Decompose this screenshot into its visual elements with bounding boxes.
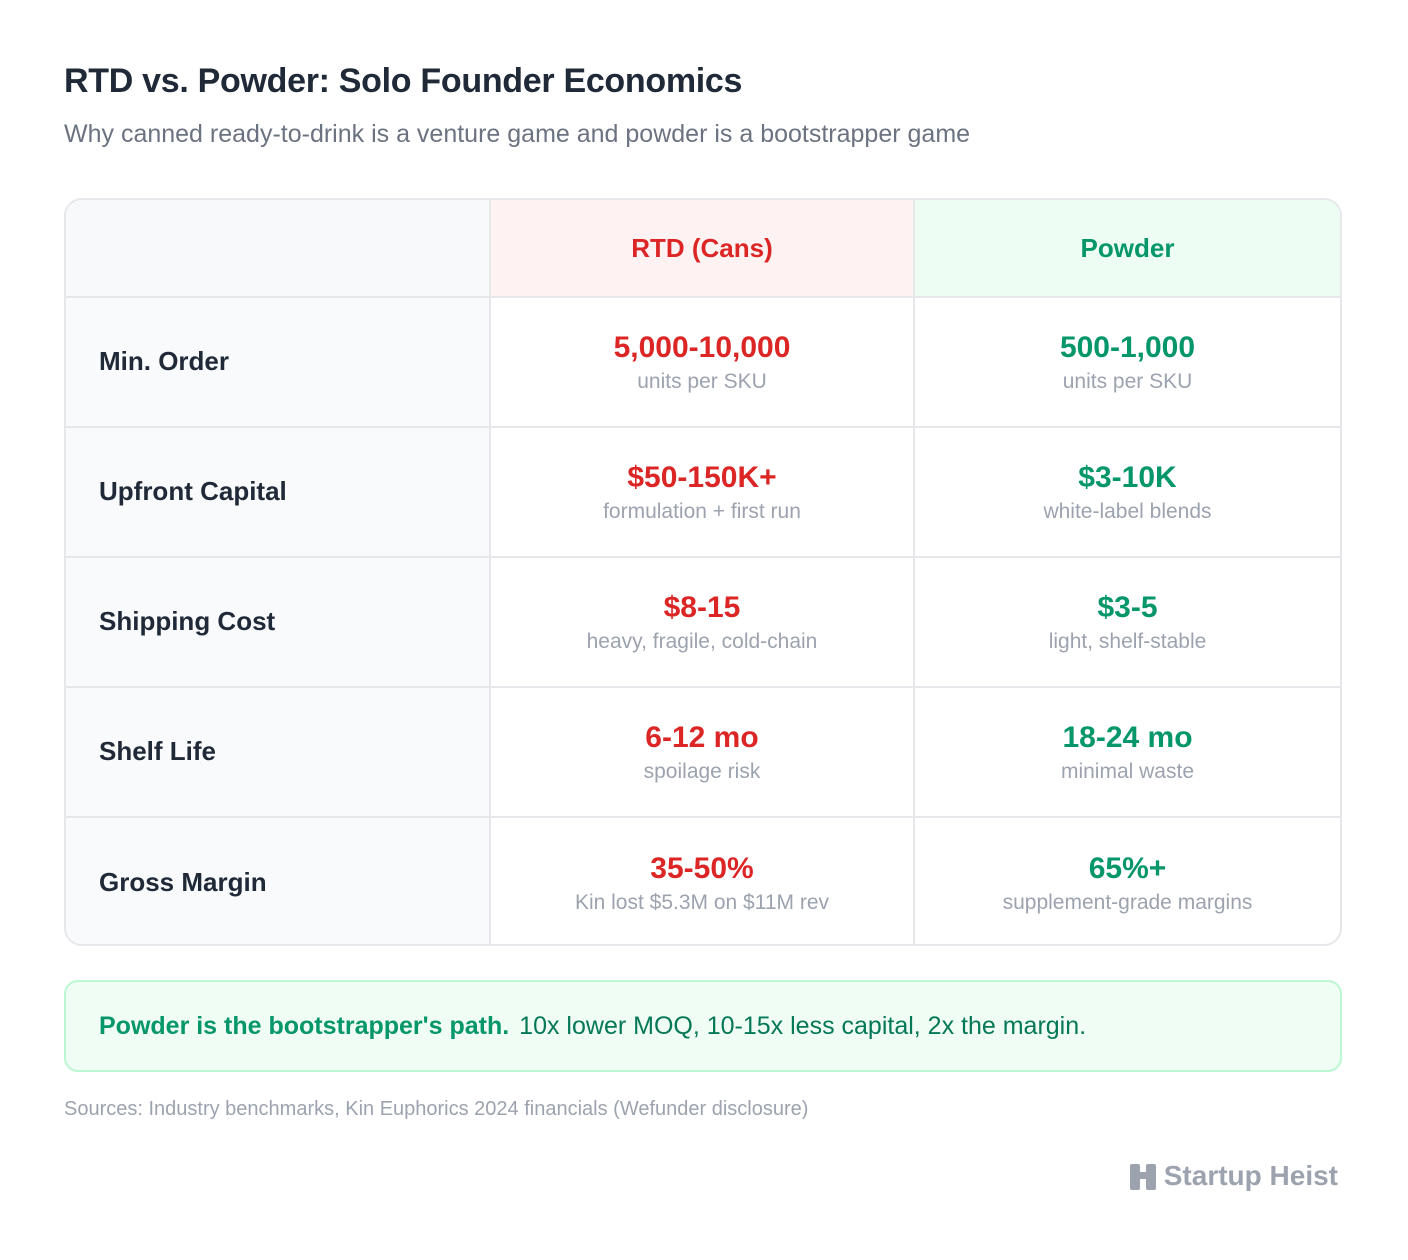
row-label: Gross Margin — [99, 866, 267, 897]
brand-logo: Startup Heist — [1129, 1160, 1338, 1192]
powder-value-cell: 18-24 mo minimal waste — [915, 688, 1340, 818]
powder-value-cell: 500-1,000 units per SKU — [915, 298, 1340, 428]
row-label-cell: Upfront Capital — [66, 428, 491, 558]
callout-headline: Powder is the bootstrapper's path. — [99, 1011, 510, 1040]
column-header-rtd: RTD (Cans) — [631, 232, 773, 263]
page-subtitle: Why canned ready-to-drink is a venture g… — [64, 120, 971, 148]
rtd-note: units per SKU — [637, 370, 767, 393]
row-label: Shelf Life — [99, 735, 217, 766]
powder-note: supplement-grade margins — [1002, 891, 1253, 914]
page-title: RTD vs. Powder: Solo Founder Economics — [64, 62, 743, 100]
row-label: Shipping Cost — [99, 605, 276, 636]
powder-value: $3-5 — [1097, 591, 1158, 624]
powder-value: 18-24 mo — [1062, 721, 1193, 754]
row-label: Upfront Capital — [99, 475, 287, 506]
comparison-table: RTD (Cans) Powder Min. Order 5,000-10,00… — [64, 198, 1342, 946]
powder-note: minimal waste — [1060, 760, 1195, 783]
powder-note: white-label blends — [1043, 500, 1212, 523]
row-label-cell: Min. Order — [66, 298, 491, 428]
rtd-note: formulation + first run — [603, 500, 801, 523]
rtd-value: 6-12 mo — [645, 721, 759, 754]
row-label-cell: Shipping Cost — [66, 558, 491, 688]
powder-value: 65%+ — [1088, 852, 1167, 885]
header-blank-cell — [66, 200, 491, 298]
powder-value-cell: $3-10K white-label blends — [915, 428, 1340, 558]
powder-value-cell: $3-5 light, shelf-stable — [915, 558, 1340, 688]
powder-note: light, shelf-stable — [1048, 630, 1207, 653]
rtd-value: $8-15 — [663, 591, 741, 624]
header-rtd-cell: RTD (Cans) — [491, 200, 915, 298]
column-header-powder: Powder — [1080, 232, 1175, 263]
rtd-note: spoilage risk — [643, 760, 761, 783]
row-label-cell: Shelf Life — [66, 688, 491, 818]
rtd-value: $50-150K+ — [627, 461, 777, 494]
rtd-value-cell: 6-12 mo spoilage risk — [491, 688, 915, 818]
row-label: Min. Order — [99, 345, 230, 376]
callout-text: 10x lower MOQ, 10-15x less capital, 2x t… — [519, 1011, 1087, 1040]
powder-value: 500-1,000 — [1059, 331, 1196, 364]
rtd-value: 35-50% — [650, 852, 754, 885]
rtd-note: heavy, fragile, cold-chain — [586, 630, 818, 653]
row-label-cell: Gross Margin — [66, 818, 491, 944]
powder-value: $3-10K — [1078, 461, 1177, 494]
powder-value-cell: 65%+ supplement-grade margins — [915, 818, 1340, 944]
building-icon — [1129, 1164, 1156, 1190]
rtd-value-cell: $8-15 heavy, fragile, cold-chain — [491, 558, 915, 688]
rtd-value: 5,000-10,000 — [613, 331, 791, 364]
sources-footnote: Sources: Industry benchmarks, Kin Euphor… — [64, 1098, 809, 1120]
header-powder-cell: Powder — [915, 200, 1340, 298]
powder-note: units per SKU — [1062, 370, 1193, 393]
rtd-value-cell: $50-150K+ formulation + first run — [491, 428, 915, 558]
rtd-value-cell: 5,000-10,000 units per SKU — [491, 298, 915, 428]
summary-callout: Powder is the bootstrapper's path. 10x l… — [64, 980, 1342, 1072]
rtd-note: Kin lost $5.3M on $11M rev — [574, 891, 830, 914]
rtd-value-cell: 35-50% Kin lost $5.3M on $11M rev — [491, 818, 915, 944]
brand-name: Startup Heist — [1163, 1160, 1338, 1191]
